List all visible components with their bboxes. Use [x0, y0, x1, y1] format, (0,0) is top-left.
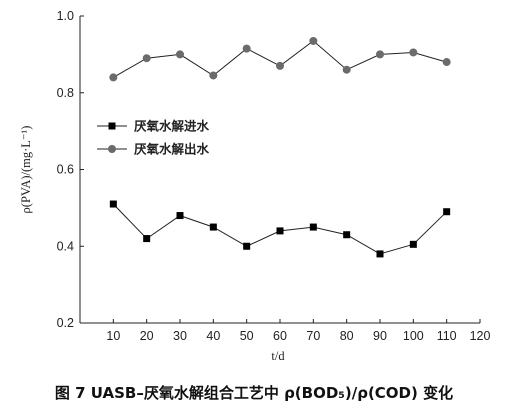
x-tick-label: 60	[273, 329, 287, 343]
y-tick-label: 1.0	[57, 9, 74, 23]
y-tick-label: 0.4	[57, 239, 74, 253]
y-tick-label: 0.6	[57, 163, 74, 177]
y-tick-label: 0.2	[57, 316, 74, 330]
data-point-inflow	[176, 212, 184, 220]
data-point-outflow	[176, 50, 184, 59]
data-point-outflow	[376, 50, 384, 59]
series-line-outflow	[113, 40, 447, 78]
x-tick-label: 50	[240, 329, 254, 343]
legend-marker-circle	[108, 145, 116, 153]
x-tick-label: 100	[403, 329, 424, 343]
y-axis-label: ρ(PVA)/(mg·L⁻¹)	[19, 126, 33, 214]
x-tick-label: 30	[173, 329, 187, 343]
series-layer	[109, 36, 451, 258]
legend-label-outflow: 厌氧水解出水	[134, 142, 210, 157]
x-tick-label: 120	[470, 329, 491, 343]
x-tick-label: 10	[106, 329, 120, 343]
x-tick-label: 80	[340, 329, 354, 343]
x-tick-label: 90	[373, 329, 387, 343]
data-point-outflow	[309, 36, 318, 45]
data-point-inflow	[343, 231, 351, 239]
data-point-outflow	[242, 44, 251, 53]
data-point-inflow	[376, 250, 384, 258]
x-axis-label: t/d	[271, 349, 285, 363]
x-tick-label: 70	[306, 329, 320, 343]
x-tick-label: 20	[140, 329, 154, 343]
data-point-outflow	[142, 54, 151, 63]
data-point-inflow	[409, 240, 417, 248]
data-point-outflow	[109, 73, 118, 82]
data-point-inflow	[243, 242, 251, 250]
data-point-outflow	[442, 58, 451, 67]
data-point-outflow	[409, 48, 418, 57]
data-point-outflow	[276, 61, 284, 70]
legend-marker-square	[108, 122, 116, 130]
data-point-inflow	[209, 223, 217, 231]
data-point-inflow	[309, 223, 317, 231]
y-tick-label: 0.8	[57, 86, 74, 100]
data-point-inflow	[276, 227, 284, 235]
axes: 0.2 0.4 0.6 0.8 1.0 10 20 30 40 50 60 70 80 90 100 110 1…	[57, 9, 491, 343]
x-tick-label: 40	[206, 329, 220, 343]
legend: 厌氧水解进水 厌氧水解出水	[97, 119, 210, 157]
data-point-inflow	[443, 208, 451, 216]
legend-label-inflow: 厌氧水解进水	[134, 119, 210, 134]
data-point-inflow	[109, 200, 117, 208]
data-point-inflow	[143, 235, 151, 243]
figure-caption: 图 7 UASB–厌氧水解组合工艺中 ρ(BOD₅)/ρ(COD) 变化	[55, 384, 453, 402]
data-point-outflow	[209, 71, 218, 80]
data-point-outflow	[342, 65, 351, 74]
x-tick-label: 110	[437, 329, 457, 343]
